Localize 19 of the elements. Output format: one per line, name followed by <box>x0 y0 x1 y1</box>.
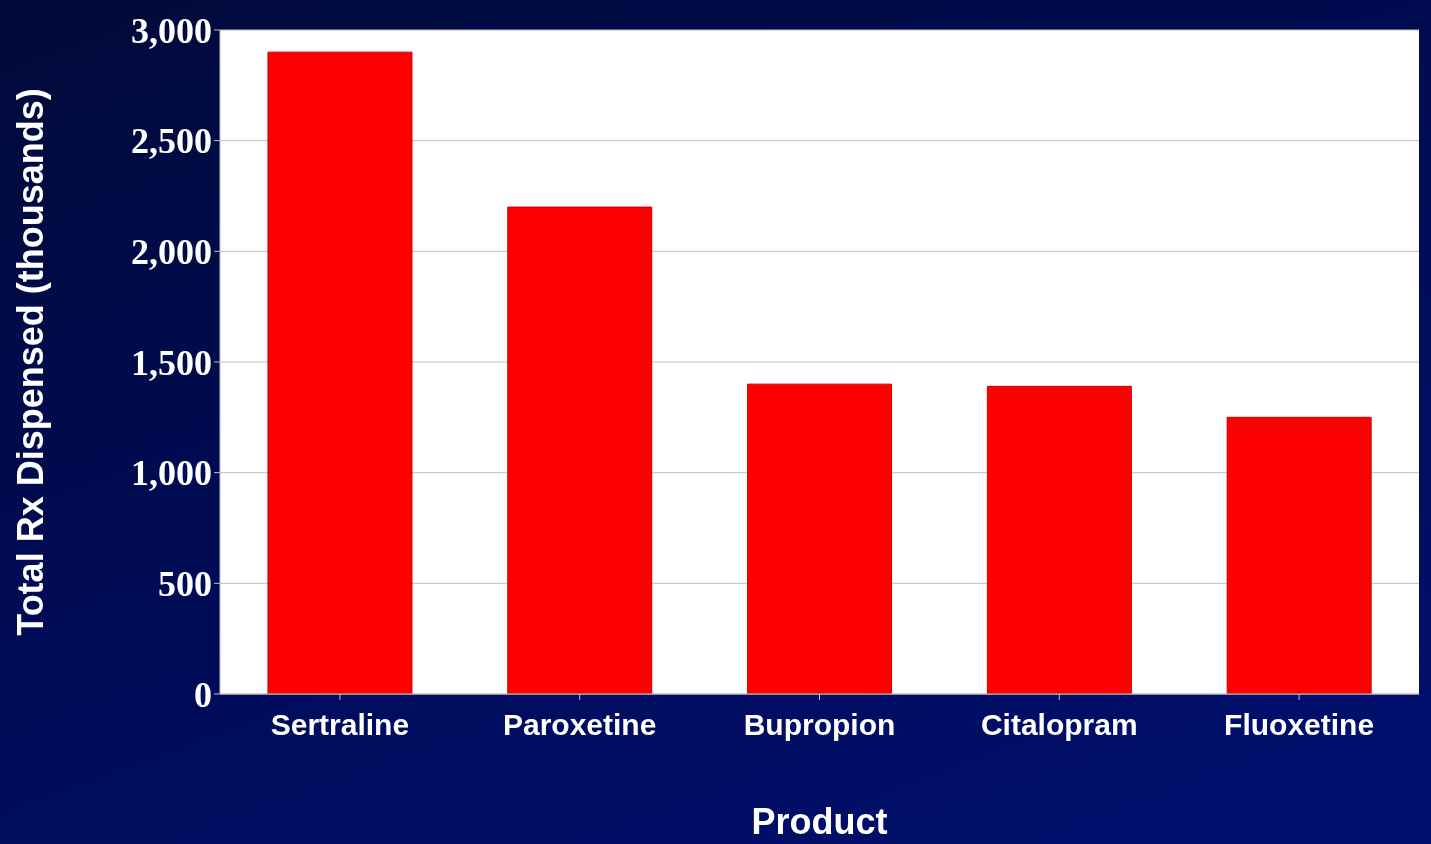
x-axis-title: Product <box>751 801 888 842</box>
bar <box>986 385 1132 694</box>
x-tick-label: Citalopram <box>980 708 1138 742</box>
bar <box>747 383 893 694</box>
y-tick-label: 1,000 <box>131 453 212 494</box>
bar <box>507 206 653 694</box>
x-tick-label: Fluoxetine <box>1224 708 1375 742</box>
y-tick-label: 1,500 <box>131 342 212 383</box>
x-tick-label: Sertraline <box>270 708 410 742</box>
y-tick-label: 2,500 <box>131 121 212 162</box>
x-tick-label: Bupropion <box>743 708 896 742</box>
y-tick-label: 500 <box>158 564 212 605</box>
y-tick-label: 3,000 <box>131 10 212 51</box>
y-tick-label: 2,000 <box>131 232 212 273</box>
x-tick-label: Paroxetine <box>503 708 657 742</box>
y-axis-title: Total Rx Dispensed (thousands) <box>9 88 51 636</box>
y-tick-label: 0 <box>194 674 212 715</box>
bar <box>1226 416 1372 694</box>
bar <box>267 51 413 694</box>
